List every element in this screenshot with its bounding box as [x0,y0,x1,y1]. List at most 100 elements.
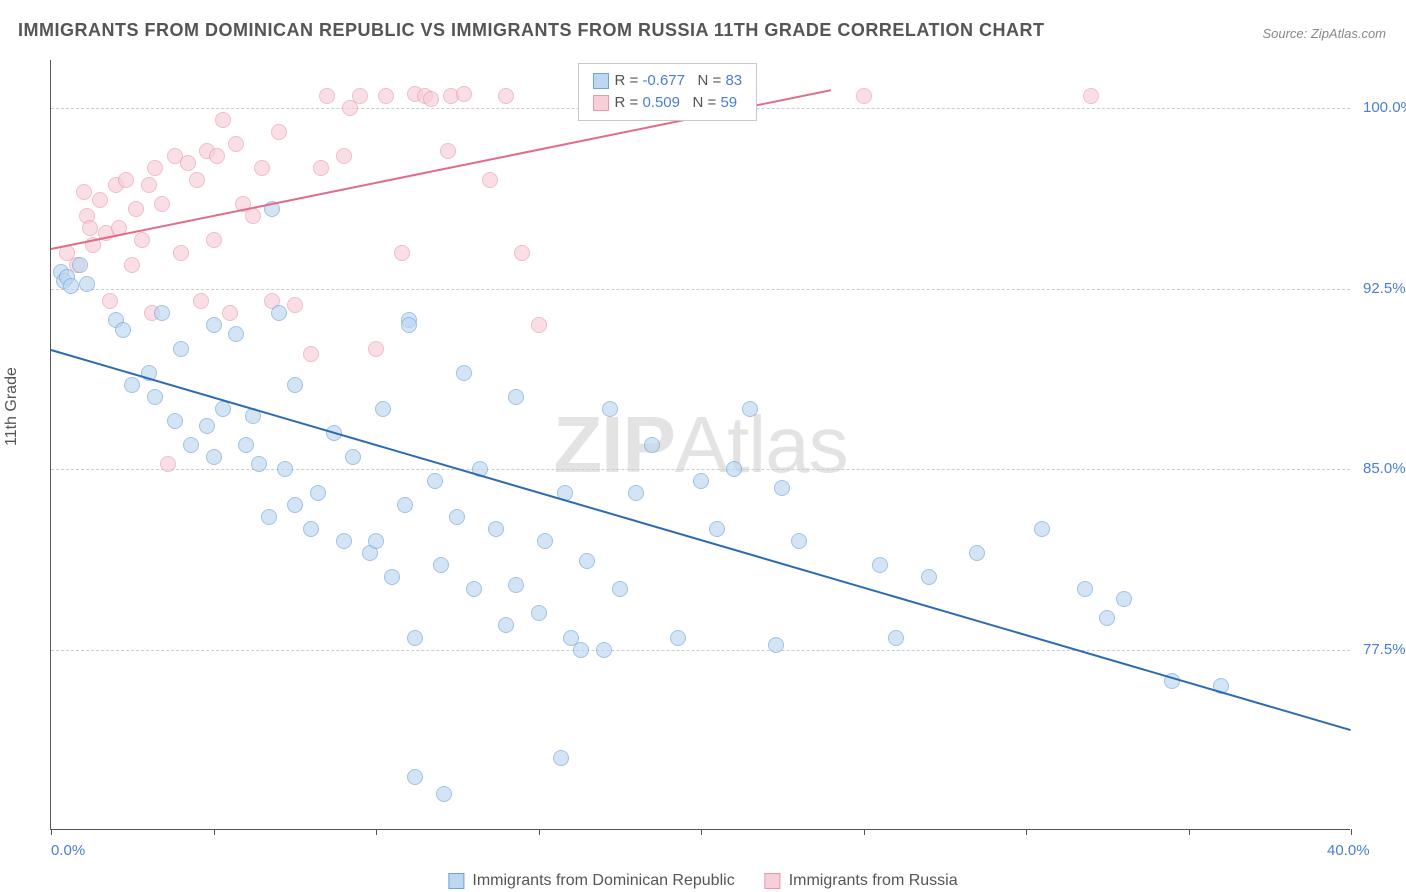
stats-legend-row: R = -0.677 N = 83 [593,70,743,92]
stats-text: R = -0.677 N = 83 [615,70,743,92]
data-point [271,124,287,140]
data-point [180,155,196,171]
stats-legend: R = -0.677 N = 83R = 0.509 N = 59 [578,63,758,121]
data-point [602,401,618,417]
data-point [72,257,88,273]
data-point [102,293,118,309]
data-point [228,326,244,342]
x-tick [214,829,215,835]
data-point [287,297,303,313]
x-tick [1026,829,1027,835]
legend-swatch [448,873,464,889]
data-point [1099,610,1115,626]
x-tick [376,829,377,835]
data-point [154,305,170,321]
x-tick-label: 0.0% [51,842,85,859]
chart-title: IMMIGRANTS FROM DOMINICAN REPUBLIC VS IM… [18,20,1045,41]
source-label: Source: ZipAtlas.com [1262,26,1386,41]
y-tick-label: 100.0% [1363,99,1406,116]
data-point [254,160,270,176]
data-point [456,365,472,381]
data-point [63,278,79,294]
data-point [209,148,225,164]
trend-line [51,349,1352,731]
data-point [531,605,547,621]
data-point [872,557,888,573]
data-point [199,418,215,434]
data-point [287,377,303,393]
data-point [482,172,498,188]
data-point [79,276,95,292]
data-point [82,220,98,236]
data-point [768,637,784,653]
data-point [488,521,504,537]
data-point [508,577,524,593]
data-point [537,533,553,549]
data-point [433,557,449,573]
data-point [1077,581,1093,597]
data-point [508,389,524,405]
data-point [375,401,391,417]
stats-text: R = 0.509 N = 59 [615,92,738,114]
data-point [193,293,209,309]
data-point [709,521,725,537]
data-point [368,533,384,549]
data-point [644,437,660,453]
data-point [238,437,254,453]
data-point [1034,521,1050,537]
data-point [573,642,589,658]
legend-swatch [593,73,609,89]
data-point [436,786,452,802]
x-tick [1351,829,1352,835]
gridline [51,650,1350,651]
data-point [456,86,472,102]
data-point [134,232,150,248]
data-point [407,769,423,785]
data-point [206,232,222,248]
data-point [921,569,937,585]
data-point [427,473,443,489]
y-tick-label: 77.5% [1363,641,1406,658]
data-point [303,521,319,537]
data-point [173,341,189,357]
data-point [466,581,482,597]
data-point [271,305,287,321]
legend-item: Immigrants from Russia [765,872,958,890]
data-point [92,192,108,208]
gridline [51,469,1350,470]
data-point [336,533,352,549]
data-point [206,449,222,465]
data-point [345,449,361,465]
data-point [397,497,413,513]
data-point [173,245,189,261]
data-point [206,317,222,333]
data-point [791,533,807,549]
data-point [124,257,140,273]
data-point [303,346,319,362]
data-point [228,136,244,152]
data-point [277,461,293,477]
data-point [313,160,329,176]
data-point [401,317,417,333]
data-point [531,317,547,333]
data-point [115,322,131,338]
data-point [352,88,368,104]
data-point [579,553,595,569]
data-point [596,642,612,658]
data-point [167,413,183,429]
data-point [693,473,709,489]
data-point [147,389,163,405]
data-point [141,177,157,193]
y-tick-label: 92.5% [1363,280,1406,297]
data-point [888,630,904,646]
data-point [449,509,465,525]
data-point [124,377,140,393]
legend-swatch [765,873,781,889]
legend-label: Immigrants from Russia [789,872,958,890]
x-tick [864,829,865,835]
data-point [384,569,400,585]
data-point [440,143,456,159]
data-point [394,245,410,261]
data-point [856,88,872,104]
data-point [670,630,686,646]
